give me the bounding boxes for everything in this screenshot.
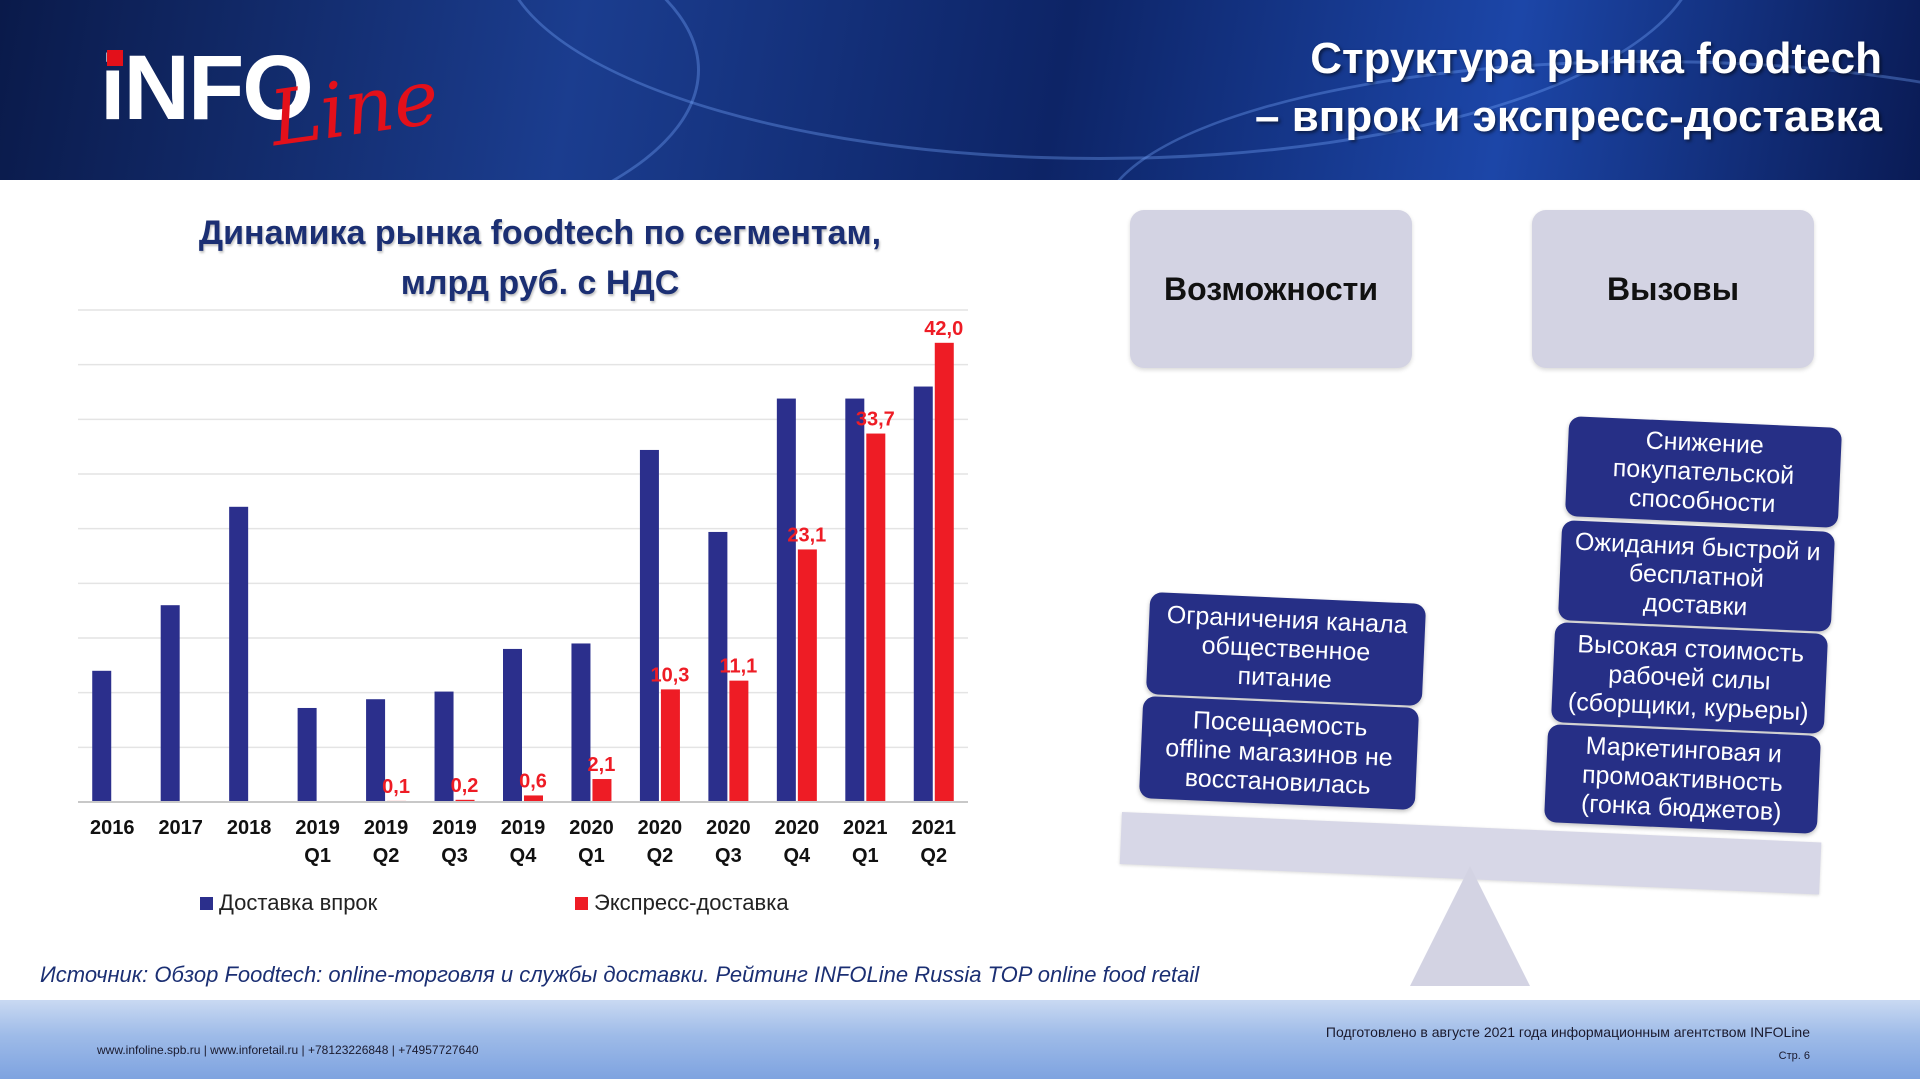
bar-delivery-advance	[160, 605, 180, 802]
chart-legend: Доставка впрок Экспресс-доставка	[200, 890, 900, 920]
x-tick-label: Q1	[578, 845, 605, 867]
data-label: 0,1	[382, 776, 410, 798]
x-tick-label: 2020	[775, 817, 820, 839]
bar-delivery-advance	[366, 699, 386, 802]
bar-delivery-advance	[639, 449, 659, 802]
x-tick-label: 2019	[295, 817, 340, 839]
footer: www.infoline.spb.ru | www.inforetail.ru …	[0, 1000, 1920, 1079]
page-title-line2: – впрок и экспресс-доставка	[1255, 92, 1882, 141]
x-tick-label: 2021	[843, 817, 888, 839]
x-tick-label: Q4	[784, 845, 812, 867]
bar-delivery-advance	[434, 691, 454, 802]
bar-express-delivery	[934, 342, 954, 802]
bar-delivery-advance	[776, 398, 796, 802]
x-tick-label: 2019	[432, 817, 477, 839]
page-number: Стр. 6	[1778, 1050, 1810, 1062]
opportunity-item: Посещаемость offline магазинов не восста…	[1138, 696, 1420, 810]
bar-express-delivery	[524, 795, 543, 802]
bar-delivery-advance	[503, 648, 522, 802]
bar-express-delivery	[455, 799, 475, 802]
bar-delivery-advance	[913, 386, 933, 802]
bar-express-delivery	[729, 680, 749, 802]
legend-item-series-2: Экспресс-доставка	[575, 890, 789, 916]
challenges-header: Вызовы	[1532, 210, 1814, 368]
legend-label: Доставка впрок	[219, 890, 378, 915]
x-tick-label: 2020	[706, 817, 751, 839]
bar-chart: 2016 2017 2018 2019 Q1 0,1 2019 Q2 0,2 2019 Q3 0,6 2…	[78, 309, 968, 867]
x-tick-label: 2019	[501, 817, 546, 839]
page-title-line1: Структура рынка foodtech	[1310, 34, 1882, 83]
bar-delivery-advance	[92, 670, 112, 802]
legend-label: Экспресс-доставка	[594, 890, 789, 915]
opportunity-item: Ограничения канала общественное питание	[1145, 592, 1427, 706]
scale-fulcrum	[1410, 866, 1530, 986]
x-tick-label: Q2	[920, 845, 947, 867]
x-tick-label: Q1	[852, 845, 879, 867]
x-tick-label: Q3	[715, 845, 742, 867]
chart-title-line2: млрд руб. с НДС	[400, 264, 680, 302]
legend-item-series-1: Доставка впрок	[200, 890, 377, 916]
data-label: 10,3	[650, 664, 689, 686]
x-tick-label: 2020	[638, 817, 683, 839]
bar-express-delivery	[797, 549, 817, 802]
footer-contacts: www.infoline.spb.ru | www.inforetail.ru …	[97, 1043, 479, 1057]
legend-swatch	[200, 896, 213, 910]
x-tick-label: Q2	[373, 845, 400, 867]
bar-delivery-advance	[229, 506, 249, 802]
x-tick-label: 2018	[227, 817, 272, 839]
data-label: 33,7	[856, 409, 895, 431]
bar-delivery-advance	[571, 643, 591, 802]
page-title: Структура рынка foodtech – впрок и экспр…	[1255, 30, 1882, 146]
legend-swatch	[575, 896, 588, 910]
x-tick-label: 2021	[912, 817, 957, 839]
data-label: 0,2	[451, 775, 479, 797]
data-label: 42,0	[924, 318, 963, 340]
chart-title: Динамика рынка foodtech по сегментам, мл…	[120, 208, 960, 308]
opportunities-header: Возможности	[1130, 210, 1412, 368]
x-tick-label: Q4	[510, 845, 538, 867]
bar-express-delivery	[592, 779, 612, 802]
bar-express-delivery	[866, 433, 886, 802]
bar-delivery-advance	[845, 398, 865, 802]
data-label: 0,6	[519, 770, 547, 792]
challenge-item: Маркетинговая и промоактивность (гонка б…	[1543, 724, 1822, 834]
chart-title-line1: Динамика рынка foodtech по сегментам,	[198, 214, 882, 252]
x-tick-label: Q3	[441, 845, 468, 867]
source-note: Источник: Обзор Foodtech: online-торговл…	[40, 962, 1200, 987]
x-tick-label: Q1	[304, 845, 331, 867]
infoline-logo: iNFO Line	[100, 37, 445, 164]
header-banner: iNFO Line Структура рынка foodtech – впр…	[0, 0, 1920, 180]
bar-delivery-advance	[708, 531, 728, 802]
footer-prepared-by: Подготовлено в августе 2021 года информа…	[1325, 1024, 1810, 1040]
challenge-item: Ожидания быстрой и бесплатной доставки	[1557, 520, 1836, 632]
challenge-item: Снижение покупательской способности	[1564, 416, 1843, 528]
data-label: 2,1	[588, 754, 616, 776]
challenge-item: Высокая стоимость рабочей силы (сборщики…	[1550, 622, 1829, 734]
x-tick-label: 2020	[569, 817, 614, 839]
data-label: 11,1	[719, 656, 757, 678]
data-label: 23,1	[787, 524, 826, 546]
x-tick-label: 2019	[364, 817, 409, 839]
x-tick-label: Q2	[647, 845, 674, 867]
bar-delivery-advance	[297, 707, 317, 802]
x-tick-label: 2016	[90, 817, 135, 839]
x-tick-label: 2017	[158, 817, 203, 839]
bar-express-delivery	[660, 689, 680, 802]
